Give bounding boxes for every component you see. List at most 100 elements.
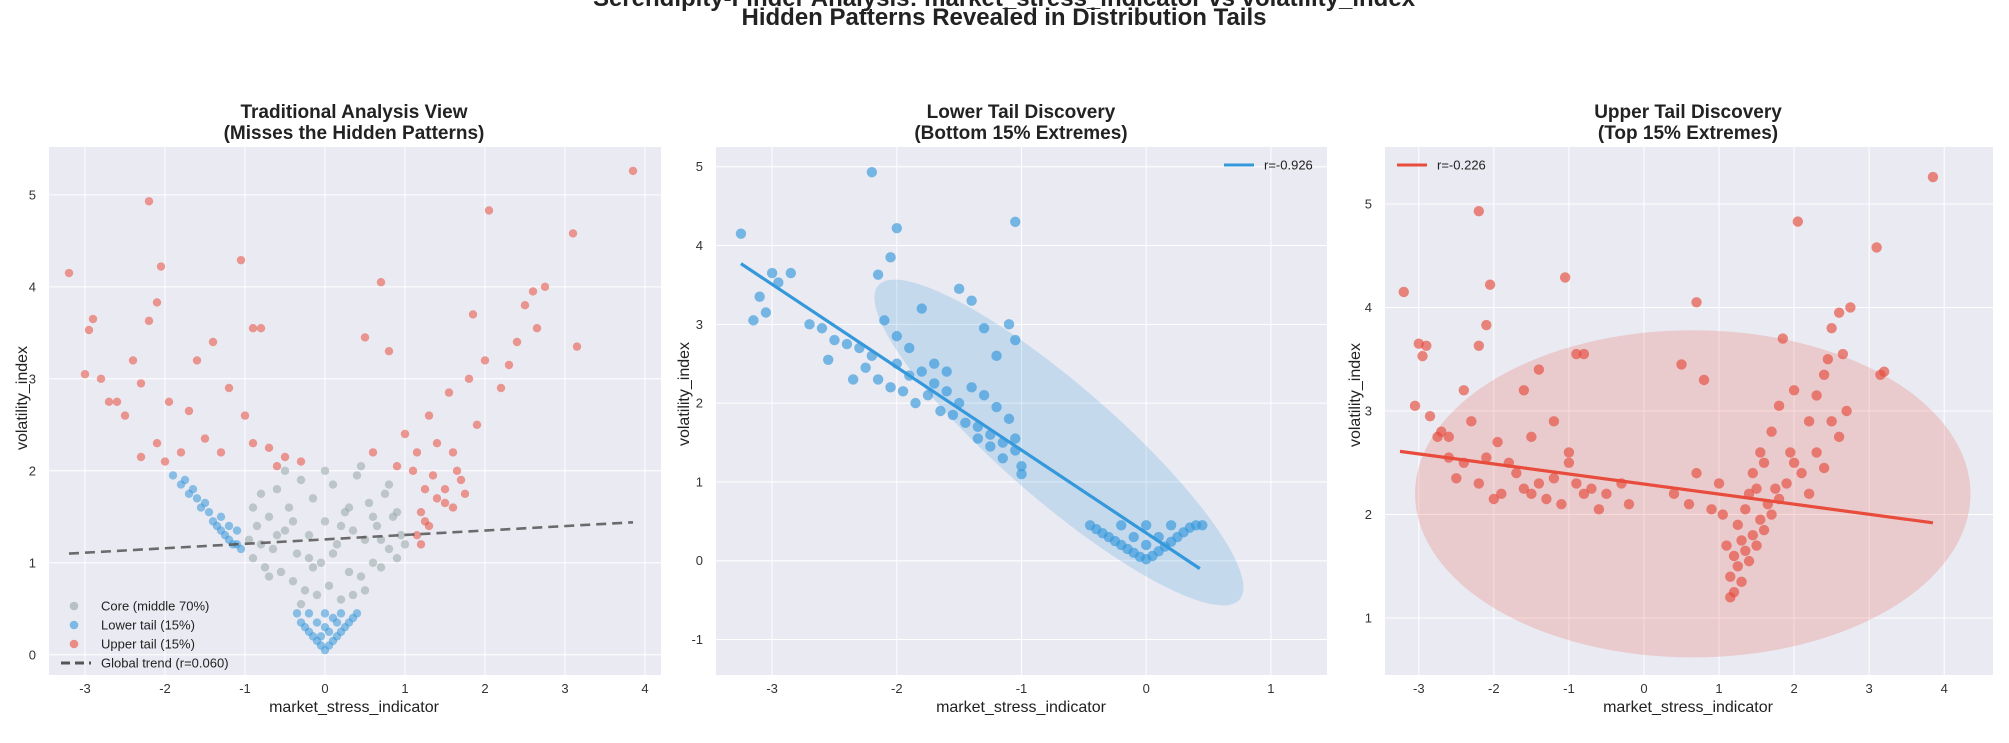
scatter-point: [754, 291, 765, 302]
scatter-point: [1571, 348, 1582, 360]
scatter-point: [1116, 520, 1127, 531]
scatter-point: [1526, 431, 1537, 443]
scatter-point: [1010, 334, 1021, 346]
scatter-point: [248, 503, 258, 512]
scatter-point: [248, 553, 258, 563]
y-tick-label: 5: [1365, 196, 1372, 211]
x-tick-label: -1: [1563, 681, 1575, 696]
scatter-point: [841, 338, 853, 350]
scatter-point: [232, 526, 242, 535]
panel-title-line1: Upper Tail Discovery: [1594, 102, 1782, 123]
scatter-point: [1548, 473, 1560, 484]
scatter-point: [816, 323, 828, 334]
scatter-point: [244, 535, 254, 544]
trend-line: [68, 521, 634, 555]
scatter-point: [152, 298, 162, 307]
scatter-point: [1751, 540, 1762, 551]
scatter-point: [1732, 519, 1743, 531]
scatter-point: [1740, 504, 1751, 515]
scatter-point: [972, 433, 984, 444]
scatter-point: [236, 544, 246, 554]
scatter-point: [1758, 524, 1770, 536]
x-tick-label: 1: [1267, 681, 1274, 696]
scatter-point: [456, 475, 466, 485]
scatter-point: [324, 581, 334, 590]
legend: Core (middle 70%) Lower tail (15%) Upper t…: [61, 599, 229, 671]
scatter-point: [248, 438, 258, 448]
plot-content: [1398, 171, 1971, 658]
series-lower-tail-15-: [168, 471, 362, 655]
x-tick-label: -3: [1413, 681, 1425, 696]
scatter-point: [1492, 436, 1503, 448]
plot-content: [735, 167, 1244, 606]
scatter-point: [1841, 405, 1852, 417]
scatter-point: [392, 553, 402, 563]
scatter-point: [1623, 498, 1635, 510]
y-tick-label: 4: [696, 238, 703, 253]
scatter-point: [1751, 483, 1762, 494]
scatter-point: [966, 382, 977, 393]
scatter-point: [1548, 416, 1560, 427]
scatter-point: [296, 457, 306, 466]
x-tick-label: 1: [1715, 681, 1722, 696]
scatter-point: [88, 314, 98, 324]
scatter-point: [408, 466, 418, 475]
scatter-point: [396, 530, 406, 540]
scatter-point: [1725, 571, 1736, 582]
scatter-point: [866, 167, 878, 178]
scatter-point: [424, 411, 434, 420]
scatter-point: [460, 489, 470, 498]
scatter-point: [916, 366, 927, 377]
scatter-point: [504, 360, 514, 370]
scatter-point: [160, 457, 170, 466]
scatter-point: [332, 540, 342, 549]
scatter-point: [628, 166, 638, 176]
scatter-point: [966, 295, 977, 306]
panel-title-line1: Lower Tail Discovery: [927, 102, 1116, 123]
scatter-point: [380, 489, 390, 498]
scatter-point: [268, 544, 278, 554]
scatter-point: [280, 466, 290, 475]
scatter-point: [1488, 493, 1500, 505]
scatter-point: [1826, 322, 1837, 334]
scatter-point: [1792, 216, 1804, 227]
scatter-point: [885, 382, 896, 393]
scatter-point: [929, 378, 940, 389]
scatter-point: [484, 206, 494, 215]
x-tick-label: 4: [1941, 681, 1948, 696]
scatter-point: [260, 563, 270, 572]
scatter-point: [144, 316, 154, 326]
scatter-point: [904, 342, 915, 354]
scatter-point: [252, 521, 262, 531]
y-tick-label: 3: [696, 317, 703, 332]
scatter-point: [1713, 478, 1725, 489]
panel-title-line1: Traditional Analysis View: [240, 102, 467, 123]
scatter-point: [1747, 530, 1759, 541]
scatter-point: [1755, 447, 1766, 458]
scatter-point: [860, 362, 871, 373]
scatter-point: [292, 549, 302, 558]
scatter-point: [420, 484, 430, 494]
scatter-point: [104, 397, 114, 407]
y-tick-label: 2: [29, 463, 36, 478]
scatter-point: [1811, 390, 1822, 401]
scatter-point: [128, 356, 138, 365]
scatter-point: [384, 480, 394, 489]
scatter-point: [428, 471, 438, 480]
x-tick-label: -1: [1016, 681, 1028, 696]
trend-line: [1399, 449, 1934, 525]
scatter-point: [1676, 359, 1687, 370]
scatter-point: [312, 590, 322, 600]
scatter-point: [1668, 488, 1680, 500]
scatter-point: [1010, 433, 1021, 444]
scatter-point: [248, 324, 258, 333]
scatter-point: [568, 229, 578, 238]
x-tick-label: -3: [766, 681, 778, 696]
panel-traditional-analysis: Traditional Analysis View (Misses the Hi…: [14, 102, 661, 716]
scatter-point: [300, 586, 310, 595]
scatter-point: [891, 330, 903, 342]
scatter-point: [1811, 447, 1822, 458]
scatter-point: [1747, 467, 1759, 479]
scatter-point: [136, 452, 146, 462]
scatter-point: [392, 461, 402, 471]
